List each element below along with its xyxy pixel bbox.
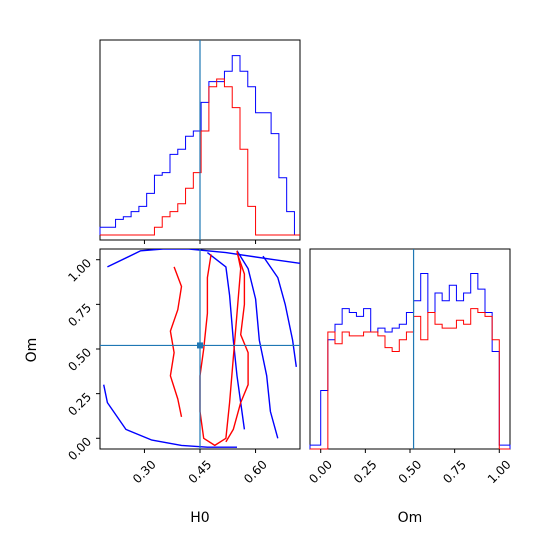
om-xtick-label-4: 1.00 xyxy=(485,457,514,486)
om-hist-series-1 xyxy=(310,308,510,450)
om-xtick-label-1: 0.25 xyxy=(351,457,380,486)
contour-1 xyxy=(103,384,237,448)
truth-marker xyxy=(197,342,203,349)
contour-6 xyxy=(169,266,183,418)
scatter-ytick-label-4: 1.00 xyxy=(65,256,94,285)
x-axis-label-h0: H0 xyxy=(190,510,209,526)
histogram-om: 0.00 0.25 0.50 0.75 1.00 xyxy=(306,249,514,486)
contour-7 xyxy=(225,252,249,443)
contour-4 xyxy=(262,255,297,367)
scatter-ytick-label-3: 0.75 xyxy=(65,301,94,330)
contour-group xyxy=(103,249,300,448)
scatter-xtick-label-1: 0.45 xyxy=(186,457,215,486)
scatter-ytick-label-0: 0.00 xyxy=(65,435,94,464)
h0-hist-series-1 xyxy=(100,78,300,236)
om-hist-series-0 xyxy=(309,273,511,449)
x-axis-label-om: Om xyxy=(398,510,423,526)
om-xtick-label-3: 0.75 xyxy=(440,457,469,486)
contour-5 xyxy=(199,250,242,447)
om-xtick-label-2: 0.50 xyxy=(396,457,425,486)
scatter-xtick-label-2: 0.60 xyxy=(241,457,270,486)
contour-3 xyxy=(236,250,279,439)
histogram-h0 xyxy=(99,40,300,240)
contour-0 xyxy=(107,249,300,268)
om-xtick-label-0: 0.00 xyxy=(306,457,335,486)
scatter-xtick-label-0: 0.30 xyxy=(130,457,159,486)
scatter-ytick-label-1: 0.25 xyxy=(65,390,94,419)
panel-hist-om-frame xyxy=(309,248,511,450)
scatter-ytick-label-2: 0.50 xyxy=(65,345,94,374)
contour-2 xyxy=(206,252,246,430)
h0-hist-series-0 xyxy=(99,55,300,236)
y-axis-label-om: Om xyxy=(24,338,40,363)
